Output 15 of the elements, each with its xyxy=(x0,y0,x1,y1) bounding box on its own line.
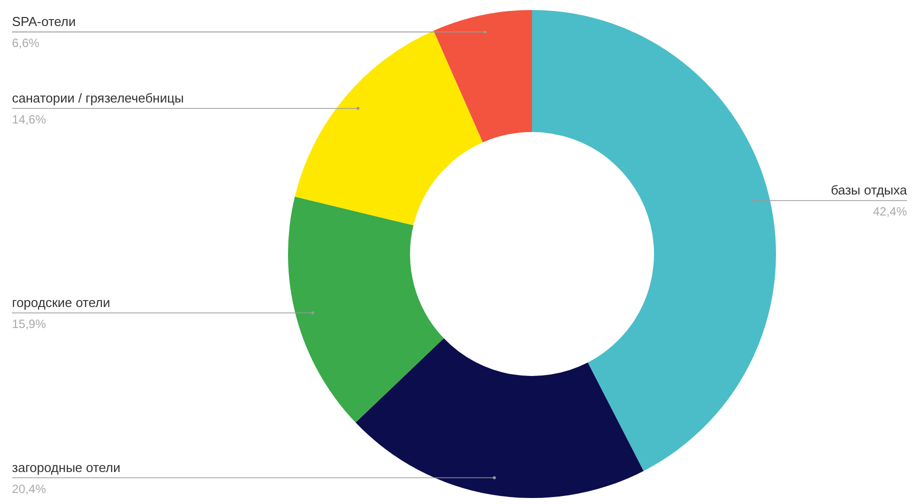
slice-label: городские отели xyxy=(12,294,110,310)
donut-slice xyxy=(294,30,483,226)
donut-slice xyxy=(434,10,532,142)
data-label: 15,9% xyxy=(12,316,46,331)
slice-label: санатории / грязелечебницы xyxy=(12,90,184,106)
donut-slice xyxy=(288,196,444,423)
slice-label: SPA-отели xyxy=(12,14,76,29)
data-label: 42,4% xyxy=(872,204,908,219)
slice-label: базы отдыха xyxy=(830,182,908,198)
donut-slice xyxy=(532,10,776,472)
donut-slice xyxy=(356,338,644,498)
data-label: 20,4% xyxy=(12,482,46,496)
slice-label: загородные отели xyxy=(12,460,120,475)
data-label: 6,6% xyxy=(12,36,40,50)
data-label: 14,6% xyxy=(12,112,46,126)
